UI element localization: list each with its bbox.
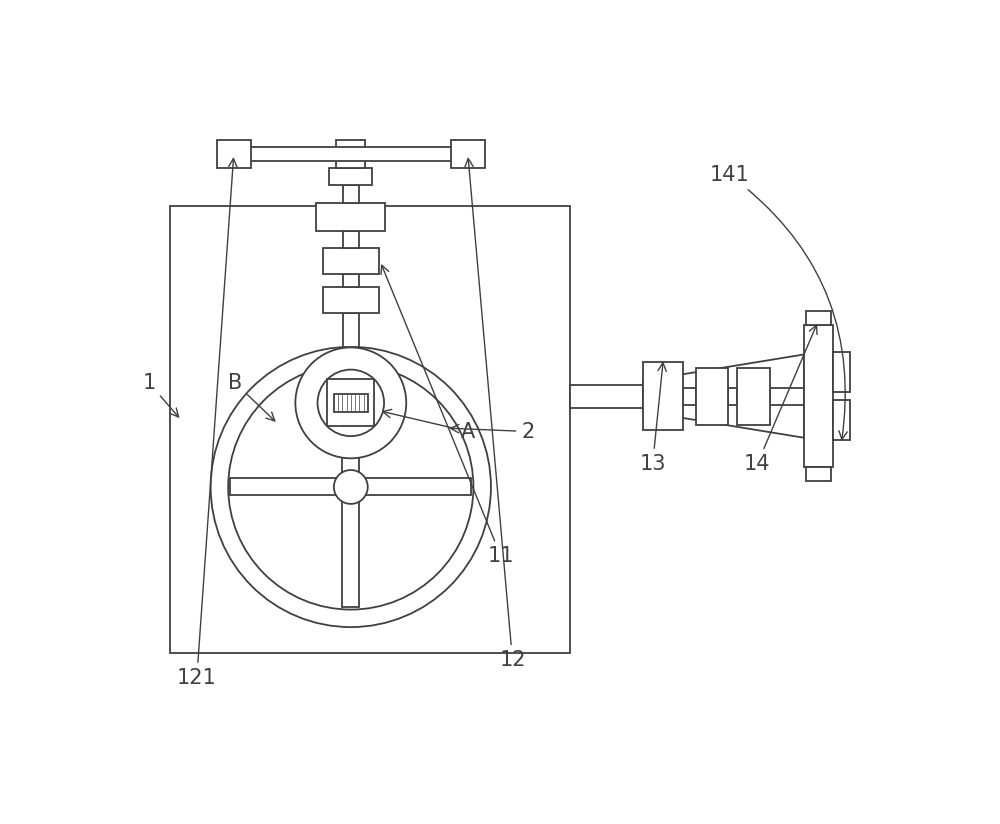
Bar: [316, 204, 385, 232]
Bar: [343, 313, 359, 348]
Text: 2: 2: [450, 422, 535, 442]
Bar: [806, 467, 831, 481]
Bar: [737, 368, 770, 424]
Text: 11: 11: [381, 265, 514, 566]
Bar: [804, 325, 833, 467]
Bar: [217, 140, 251, 168]
Bar: [343, 232, 359, 248]
Bar: [334, 394, 368, 412]
Bar: [230, 479, 471, 495]
Bar: [170, 206, 570, 653]
Bar: [683, 387, 696, 405]
Bar: [770, 387, 804, 405]
Bar: [336, 140, 365, 168]
Bar: [570, 385, 645, 408]
Text: 1: 1: [142, 373, 179, 417]
Text: 14: 14: [744, 325, 817, 474]
Circle shape: [334, 470, 368, 504]
Circle shape: [211, 347, 491, 627]
Bar: [643, 363, 683, 430]
Bar: [343, 274, 359, 287]
Bar: [451, 140, 485, 168]
Text: 12: 12: [465, 158, 526, 670]
Text: 141: 141: [710, 165, 847, 439]
Bar: [833, 400, 850, 440]
Text: B: B: [228, 373, 275, 421]
Text: 121: 121: [177, 158, 237, 688]
Bar: [728, 387, 737, 405]
Bar: [806, 311, 831, 325]
Bar: [247, 147, 455, 162]
Bar: [323, 248, 379, 274]
Bar: [327, 379, 374, 427]
Bar: [342, 367, 359, 607]
Bar: [833, 352, 850, 392]
Bar: [329, 168, 372, 185]
Bar: [323, 287, 379, 313]
Circle shape: [318, 370, 384, 436]
Text: A: A: [383, 410, 475, 442]
Text: 13: 13: [639, 363, 666, 474]
Bar: [696, 368, 728, 424]
Circle shape: [228, 364, 473, 610]
Bar: [343, 185, 359, 204]
Circle shape: [295, 348, 406, 458]
